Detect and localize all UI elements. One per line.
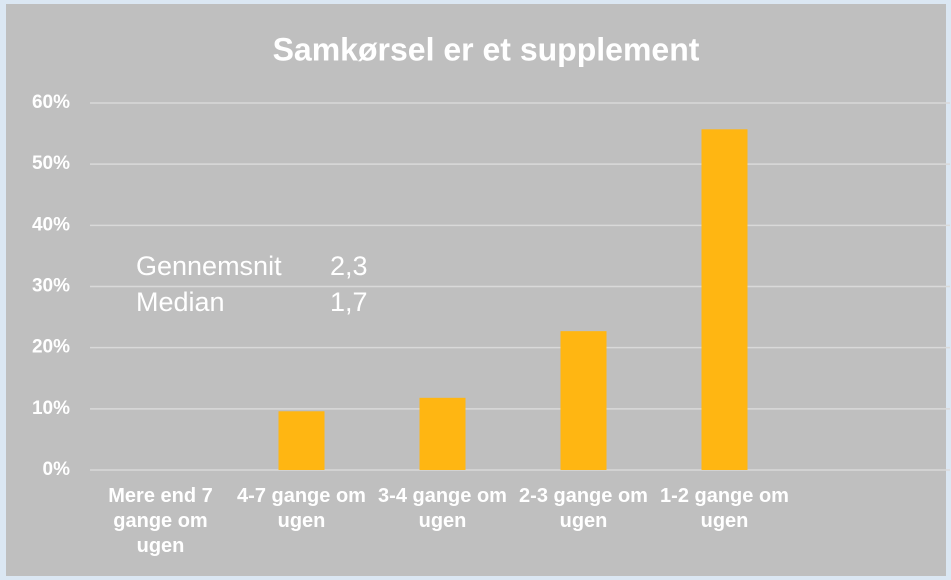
- chart-title: Samkørsel er et supplement: [273, 31, 700, 67]
- annotation-label: Median: [136, 287, 225, 317]
- x-tick-label: 1-2 gange om ugen: [660, 485, 789, 532]
- y-tick-label: 10%: [32, 398, 70, 419]
- y-tick-label: 0%: [43, 459, 71, 480]
- y-tick-label: 50%: [32, 153, 70, 174]
- y-tick-label: 30%: [32, 276, 70, 297]
- bar: [419, 397, 466, 470]
- bar: [560, 331, 607, 470]
- chart-background: [6, 4, 946, 576]
- y-tick-label: 60%: [32, 92, 70, 113]
- annotation-value: 2,3: [330, 251, 368, 281]
- y-tick-label: 20%: [32, 337, 70, 358]
- annotation-value: 1,7: [330, 287, 368, 317]
- x-tick-label: 2-3 gange om ugen: [519, 485, 648, 532]
- bar: [701, 129, 748, 470]
- x-tick-label: Mere end 7 gange om ugen: [108, 485, 213, 557]
- bar: [278, 411, 325, 470]
- y-tick-label: 40%: [32, 214, 70, 235]
- annotation-label: Gennemsnit: [136, 251, 282, 281]
- x-tick-label: 4-7 gange om ugen: [237, 485, 366, 532]
- x-tick-label: 3-4 gange om ugen: [378, 485, 507, 532]
